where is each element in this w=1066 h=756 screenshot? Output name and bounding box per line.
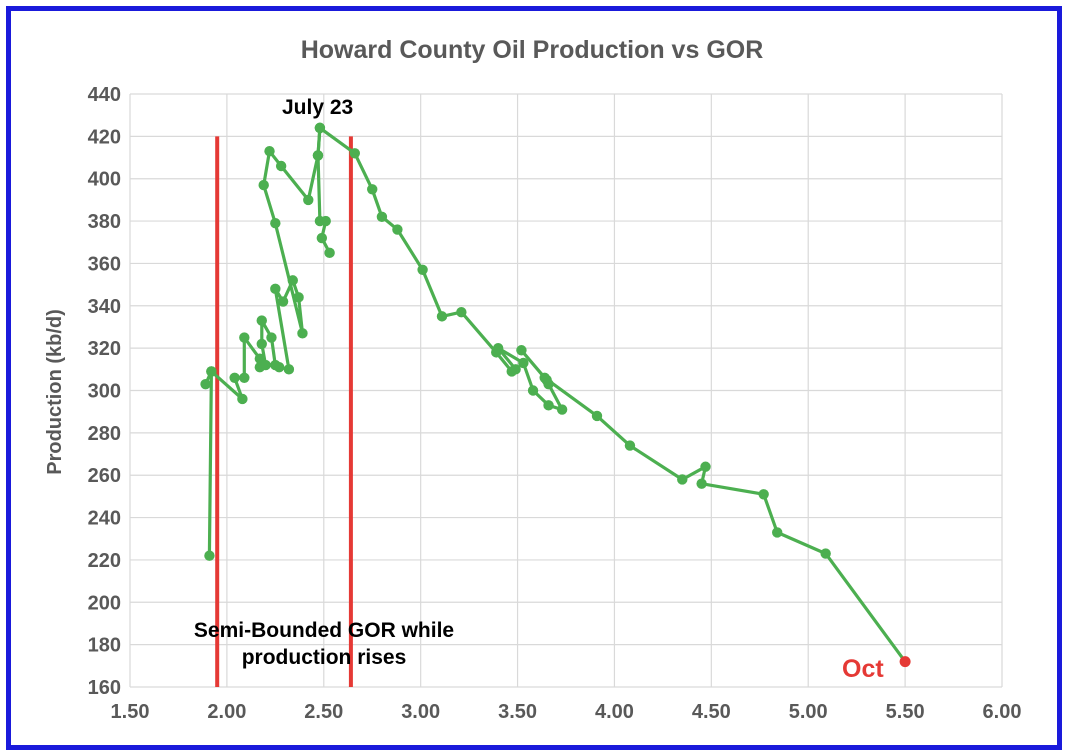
y-tick-label: 220 (88, 550, 121, 572)
data-point (543, 400, 554, 411)
x-tick-label: 4.00 (595, 701, 634, 723)
data-point (392, 224, 403, 235)
data-point (320, 215, 331, 227)
data-point (303, 194, 314, 206)
x-axis-ticks: 1.50 2.00 2.50 3.00 3.50 4.00 4.50 5.00 5.50 6.00 (111, 701, 1022, 723)
data-point (349, 148, 360, 159)
data-point (206, 366, 217, 377)
data-point (274, 362, 285, 373)
data-point (270, 217, 281, 229)
series-line (204, 126, 907, 663)
data-point (204, 550, 215, 561)
chart-title: Howard County Oil Production vs GOR (301, 36, 764, 64)
oct-label: Oct (842, 655, 884, 683)
data-point (758, 489, 769, 500)
y-tick-label: 340 (88, 296, 121, 318)
data-point (492, 342, 504, 354)
y-axis-label: Production (kb/d) (44, 309, 66, 475)
data-point (591, 410, 603, 422)
data-point (324, 247, 335, 259)
data-point (275, 160, 287, 172)
data-point (700, 461, 711, 472)
data-point (518, 357, 529, 369)
bounded-annotation-line2: production rises (242, 646, 407, 669)
data-point (277, 296, 289, 307)
data-point (624, 440, 636, 451)
production-series (200, 122, 911, 668)
y-tick-label: 280 (88, 423, 121, 445)
data-point (283, 364, 295, 375)
y-tick-label: 320 (88, 338, 121, 360)
y-tick-label: 420 (88, 126, 121, 148)
data-point (314, 122, 326, 134)
data-point (258, 179, 269, 191)
x-tick-label: 3.00 (401, 701, 440, 723)
data-point (516, 345, 527, 356)
data-point (696, 478, 707, 489)
y-tick-label: 260 (88, 465, 121, 487)
y-tick-label: 380 (88, 211, 121, 233)
x-tick-label: 1.50 (111, 701, 150, 723)
y-tick-label: 240 (88, 508, 121, 530)
x-tick-label: 4.50 (692, 701, 731, 723)
data-point (510, 364, 521, 375)
x-tick-label: 6.00 (983, 701, 1022, 723)
highlight-point (899, 656, 911, 668)
peak-annotation: July 23 (282, 96, 353, 119)
gridlines (129, 93, 1003, 688)
data-point (820, 548, 831, 559)
data-point (260, 359, 271, 371)
data-point (264, 145, 275, 157)
data-point (293, 292, 304, 303)
data-point (266, 332, 277, 343)
gor-bound-lines (215, 136, 353, 687)
data-point (237, 393, 248, 405)
chart: 1.50 2.00 2.50 3.00 3.50 4.00 4.50 5.00 5.50 6.00… (44, 36, 1022, 723)
data-point (436, 311, 448, 322)
data-point (376, 211, 388, 223)
y-tick-label: 440 (88, 84, 121, 106)
data-point (527, 385, 539, 396)
data-point (367, 184, 378, 195)
y-tick-label: 400 (88, 169, 121, 191)
data-point (200, 378, 211, 390)
y-tick-label: 360 (88, 253, 121, 275)
data-point (256, 338, 267, 350)
x-tick-label: 3.50 (498, 701, 537, 723)
bounded-annotation-line1: Semi-Bounded GOR while (194, 619, 454, 642)
x-tick-label: 5.50 (886, 701, 925, 723)
data-point (456, 306, 467, 318)
x-tick-label: 2.50 (304, 701, 343, 723)
y-tick-label: 180 (88, 635, 121, 657)
data-point (239, 332, 250, 343)
data-point (677, 474, 688, 485)
y-tick-label: 300 (88, 381, 121, 403)
data-point (312, 150, 324, 161)
x-tick-label: 2.00 (207, 701, 246, 723)
y-axis-ticks: 160 180 200 220 240 260 280 300 320 340 360 380 400 4… (88, 84, 121, 699)
chart-frame: 1.50 2.00 2.50 3.00 3.50 4.00 4.50 5.00 5.50 6.00… (6, 6, 1062, 750)
data-point (239, 372, 250, 383)
data-point (229, 372, 240, 383)
data-point (556, 404, 568, 415)
y-tick-label: 160 (88, 677, 121, 699)
y-tick-label: 200 (88, 592, 121, 614)
data-point (539, 372, 550, 383)
data-point (256, 315, 267, 326)
data-point (316, 232, 328, 244)
x-tick-label: 5.00 (789, 701, 828, 723)
data-point (270, 283, 281, 295)
data-point (772, 527, 783, 538)
data-point (287, 275, 298, 286)
data-point (417, 264, 428, 275)
data-point (297, 328, 308, 339)
